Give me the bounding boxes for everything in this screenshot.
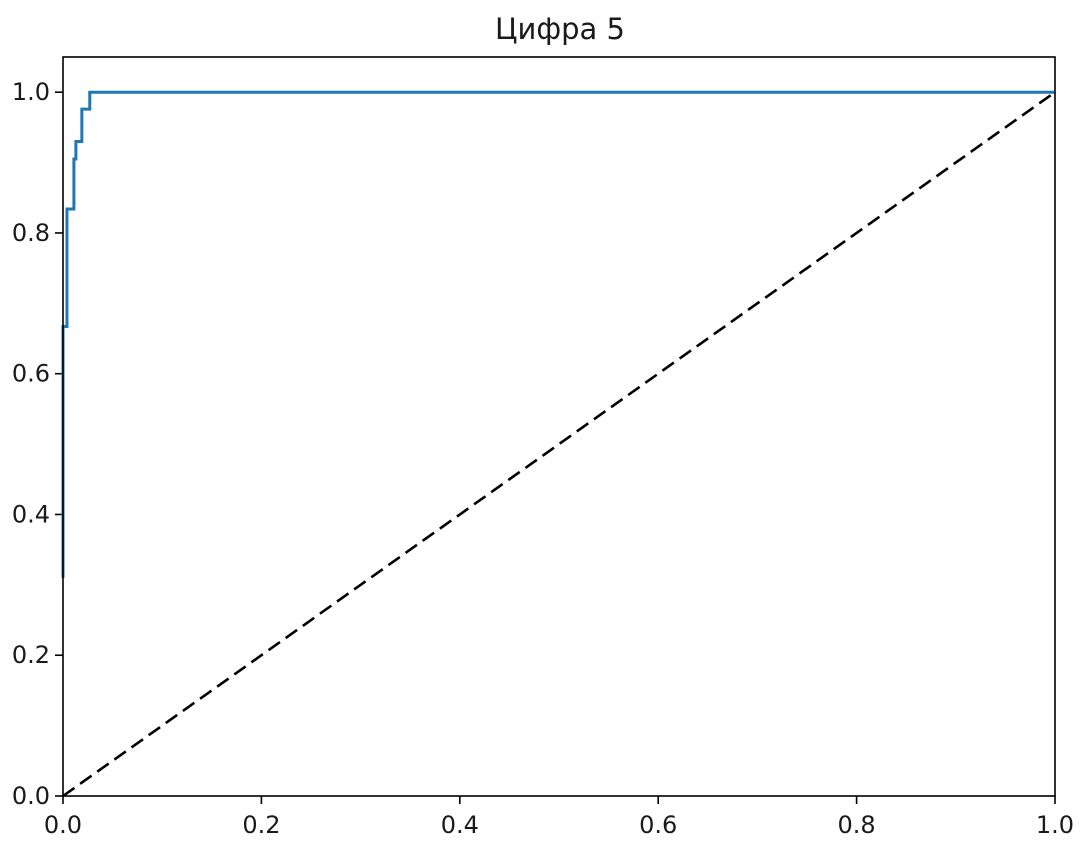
y-tick-label: 0.0	[12, 782, 50, 810]
y-tick-label: 0.2	[12, 641, 50, 669]
series-layer	[61, 90, 1056, 798]
x-tick-label: 0.0	[44, 811, 82, 839]
x-tick-label: 0.6	[639, 811, 677, 839]
y-tick-label: 0.4	[12, 500, 50, 528]
plot-area-frame	[62, 56, 1056, 797]
y-tick-label: 0.8	[12, 219, 50, 247]
y-tick-label: 1.0	[12, 78, 50, 106]
x-tick-label: 1.0	[1036, 811, 1074, 839]
ticks-layer: 0.0 0.2 0.4 0.6 0.8 1.0 0.0 0.2 0.4 0.6 0.8 1.0	[12, 78, 1074, 839]
x-tick-label: 0.2	[242, 811, 280, 839]
roc-curve-line	[61, 90, 1055, 578]
x-tick-label: 0.4	[441, 811, 479, 839]
y-tick-label: 0.6	[12, 360, 50, 388]
chart-title: Цифра 5	[495, 12, 625, 46]
reference-diagonal-line	[62, 91, 1056, 798]
x-tick-label: 0.8	[838, 811, 876, 839]
